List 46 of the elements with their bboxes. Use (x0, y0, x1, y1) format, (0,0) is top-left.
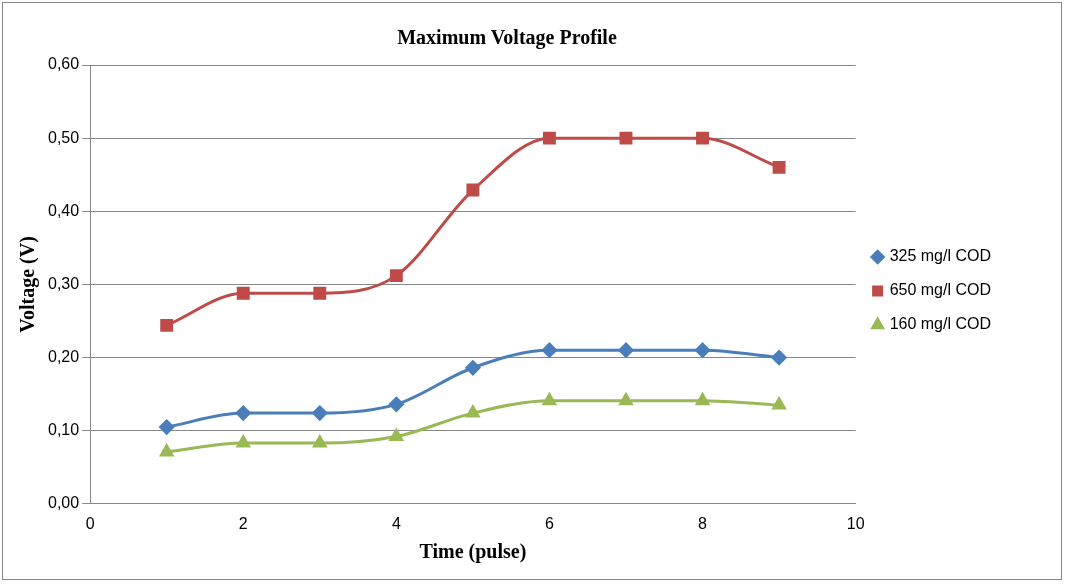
point (466, 183, 480, 197)
point (389, 429, 404, 442)
point (465, 360, 481, 376)
point (236, 286, 250, 300)
y-tick-label: 0,20 (48, 347, 80, 365)
x-tick-label: 6 (544, 514, 554, 532)
y-tick-label: 0,30 (48, 274, 80, 292)
point (772, 160, 786, 174)
point (312, 405, 328, 421)
y-tick-label: 0,00 (48, 494, 80, 512)
point (389, 269, 403, 283)
point (159, 419, 175, 435)
y-axis-title: Voltage (V) (16, 236, 40, 333)
x-tick-label: 0 (85, 514, 95, 532)
point (235, 405, 251, 421)
point (772, 397, 786, 410)
x-tick-label: 10 (846, 514, 865, 532)
x-tick-label: 4 (391, 514, 401, 532)
y-tick-label: 0,10 (48, 421, 80, 439)
point (619, 131, 633, 145)
chart-title: Maximum Voltage Profile (397, 26, 617, 50)
y-tick-label: 0,60 (48, 55, 80, 73)
point (619, 393, 633, 406)
point (542, 393, 557, 406)
point (771, 350, 787, 366)
x-tick-label: 8 (698, 514, 708, 532)
point (618, 342, 634, 358)
y-tick-label: 0,40 (48, 201, 80, 219)
legend-label: 325 mg/l COD (889, 247, 992, 265)
y-tick-label: 0,50 (48, 128, 80, 146)
point (313, 286, 327, 300)
legend-label: 650 mg/l COD (889, 281, 992, 299)
point (695, 393, 710, 406)
x-tick-label: 2 (238, 514, 248, 532)
point (542, 131, 556, 145)
point (313, 435, 327, 448)
point (388, 396, 404, 412)
point (159, 444, 174, 457)
point (695, 342, 711, 358)
point (541, 342, 557, 358)
point (466, 405, 480, 418)
point (160, 318, 174, 332)
x-axis-title: Time (pulse) (419, 540, 527, 564)
point (696, 131, 709, 145)
legend-label: 160 mg/l COD (889, 315, 992, 333)
point (236, 435, 250, 448)
